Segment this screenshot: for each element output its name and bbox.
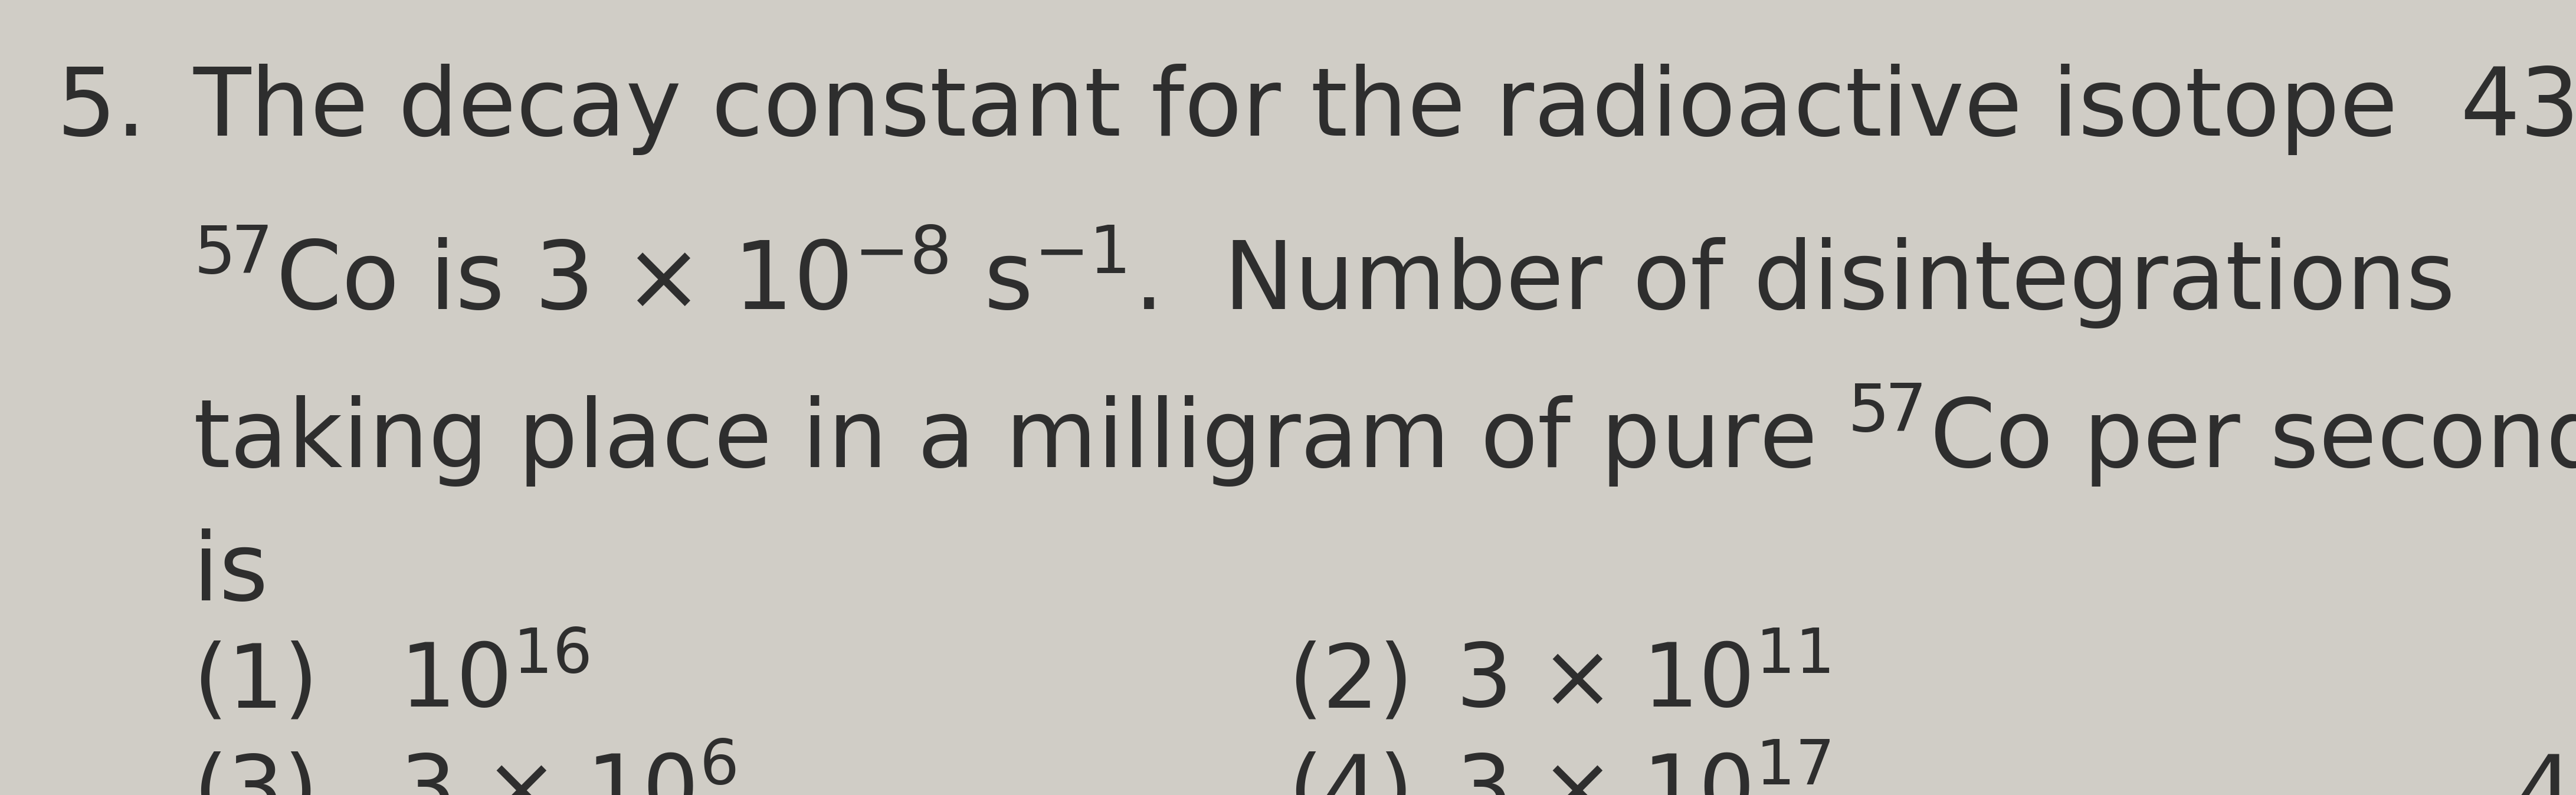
Text: is: is xyxy=(193,529,268,620)
Text: 3 × 10$^{17}$: 3 × 10$^{17}$ xyxy=(1455,751,1832,795)
Text: (1): (1) xyxy=(193,640,319,726)
Text: 3 × 10$^{11}$: 3 × 10$^{11}$ xyxy=(1455,640,1829,726)
Text: (4): (4) xyxy=(1288,751,1414,795)
Text: taking place in a milligram of pure $^{57}$Co per second: taking place in a milligram of pure $^{5… xyxy=(193,382,2576,488)
Text: 3 × 10$^{6}$: 3 × 10$^{6}$ xyxy=(399,751,737,795)
Text: 4: 4 xyxy=(2517,751,2573,795)
Text: 10$^{16}$: 10$^{16}$ xyxy=(399,640,590,726)
Text: (2): (2) xyxy=(1288,640,1414,726)
Text: The decay constant for the radioactive isotope: The decay constant for the radioactive i… xyxy=(193,64,2398,155)
Text: 43: 43 xyxy=(2460,64,2576,155)
Text: (3): (3) xyxy=(193,751,319,795)
Text: $^{57}$Co is 3 × 10$^{-8}$ s$^{-1}$.  Number of disintegrations: $^{57}$Co is 3 × 10$^{-8}$ s$^{-1}$. Num… xyxy=(193,223,2452,330)
Text: 5.: 5. xyxy=(57,64,147,155)
